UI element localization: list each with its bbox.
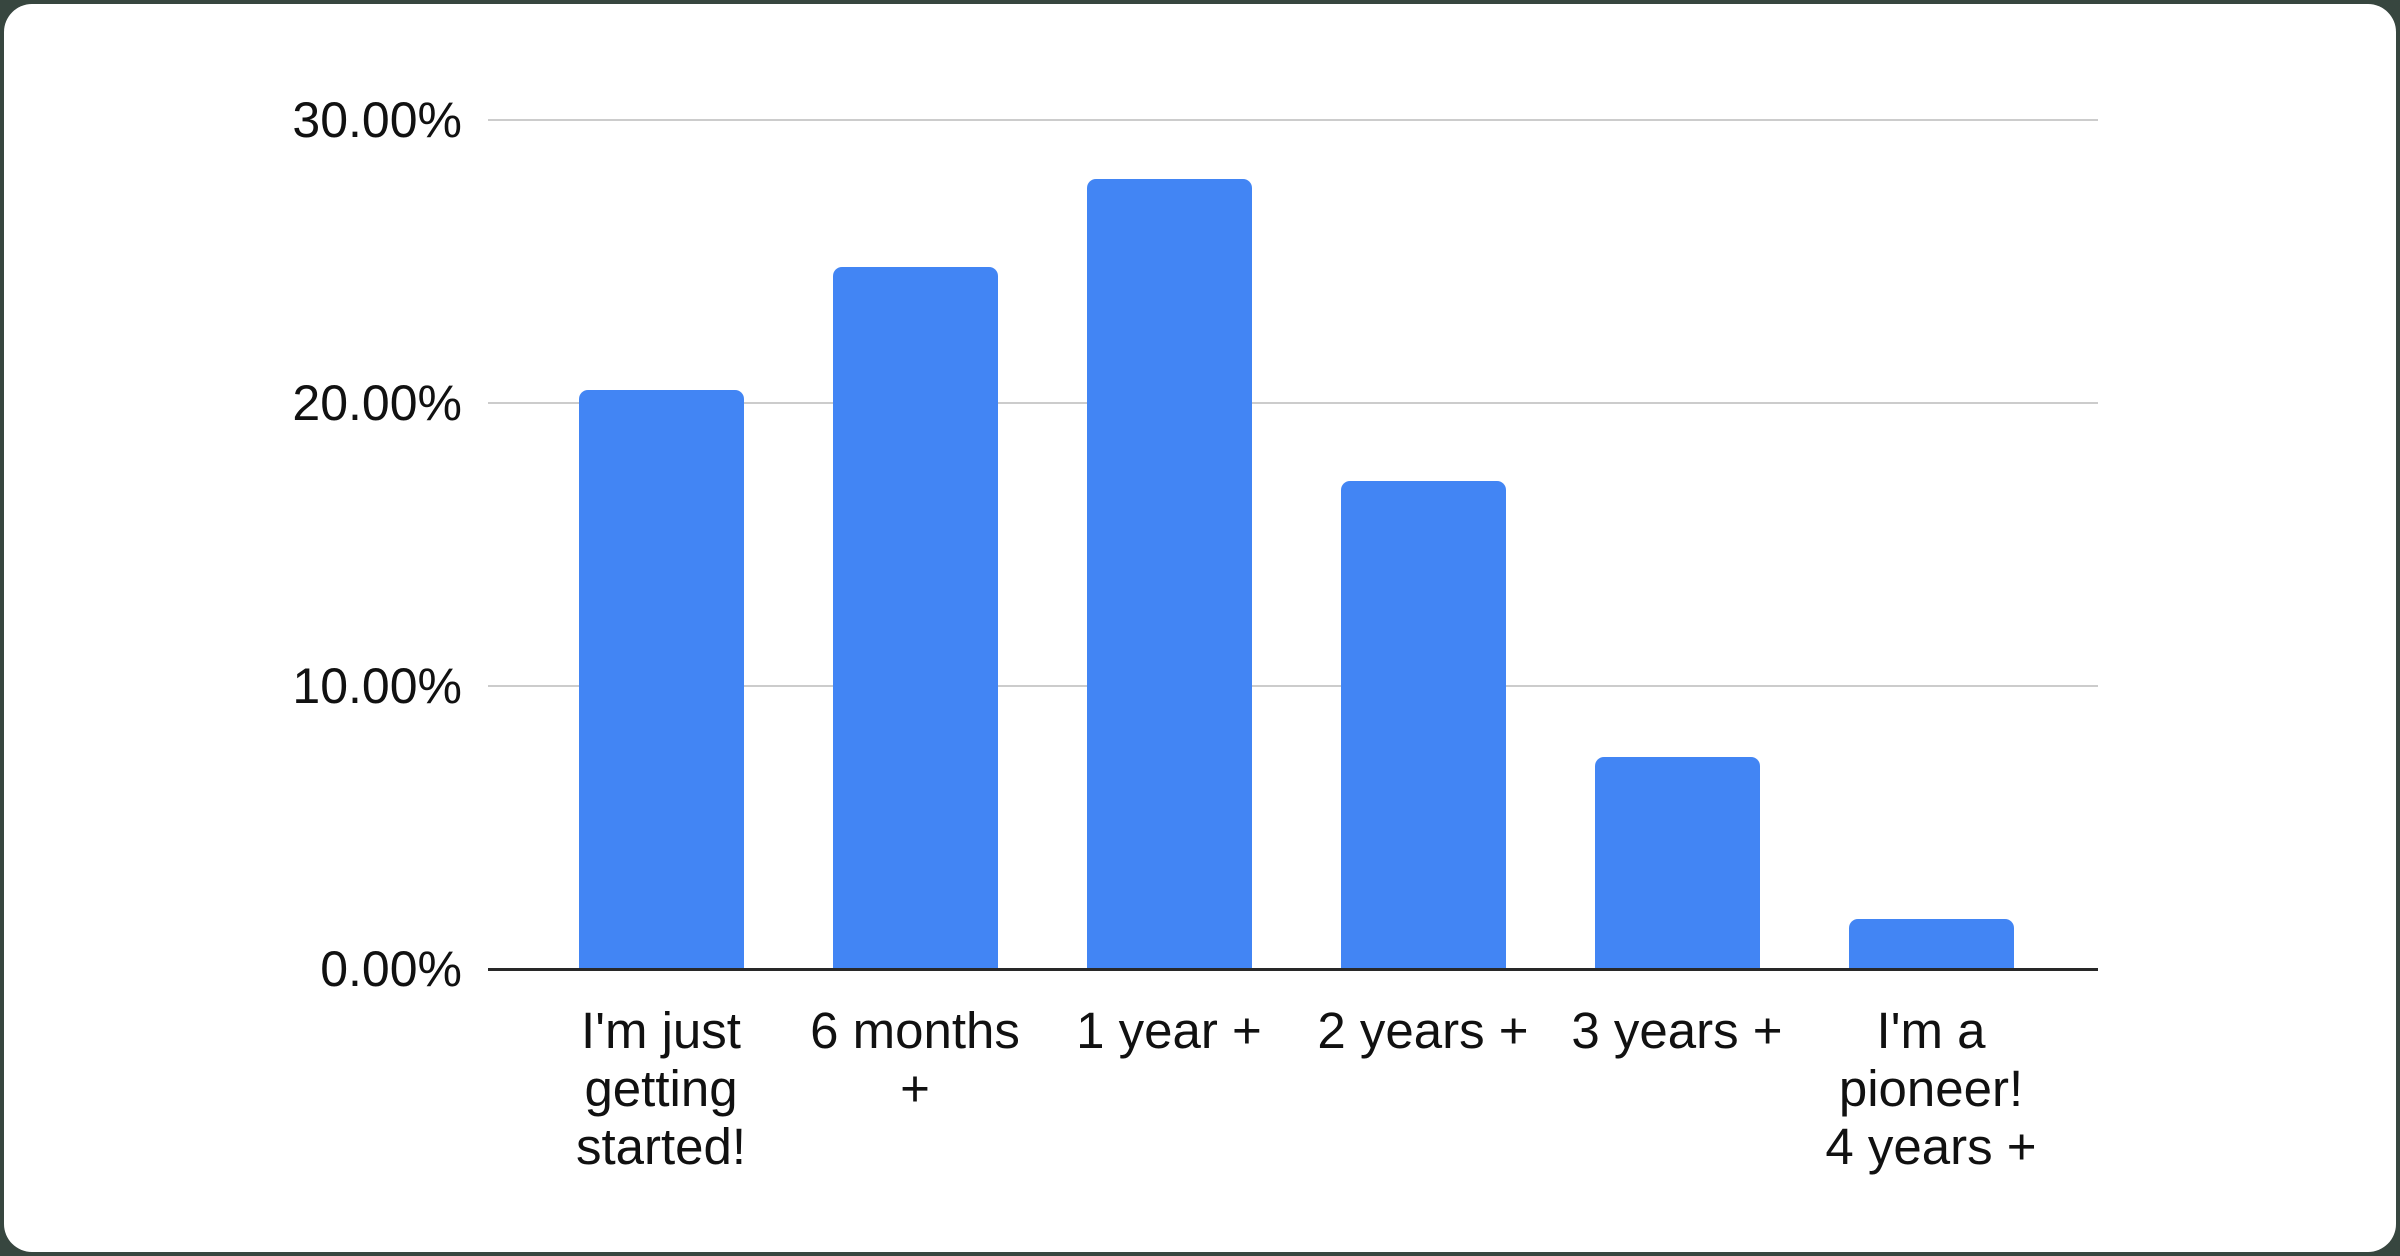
y-axis-tick-label: 0.00%: [320, 941, 462, 997]
gridline: [488, 685, 2098, 687]
chart-card: 0.00% 10.00% 20.00% 30.00% I'm just getting…: [4, 4, 2396, 1252]
x-axis-label: 2 years +: [1317, 1002, 1529, 1059]
gridlines-layer: [4, 4, 2396, 1252]
bars-layer: [4, 4, 2396, 1252]
bar-4[interactable]: [1340, 480, 1506, 969]
gridline: [488, 402, 2098, 404]
y-axis-tick-label: 30.00%: [292, 92, 462, 148]
x-axis-label: 6 months +: [810, 1002, 1020, 1117]
x-axis-label: I'm just getting started!: [575, 1002, 747, 1175]
bar-2[interactable]: [832, 267, 998, 969]
x-axis-line: [488, 968, 2098, 971]
x-axis-label: 3 years +: [1571, 1002, 1783, 1059]
gridline: [488, 119, 2098, 121]
y-axis-tick-label: 10.00%: [292, 658, 462, 714]
x-axis-label: I'm a pioneer! 4 years +: [1825, 1002, 2037, 1175]
y-axis-tick-label: 20.00%: [292, 375, 462, 431]
bar-1[interactable]: [578, 390, 744, 969]
bar-5[interactable]: [1594, 756, 1760, 969]
x-axis-label: 1 year +: [1076, 1002, 1262, 1059]
x-axis-labels: I'm just getting started! 6 months + 1 yea…: [4, 4, 2396, 1252]
bar-3[interactable]: [1086, 179, 1252, 969]
y-axis-labels: 0.00% 10.00% 20.00% 30.00%: [4, 4, 2396, 1252]
bar-6[interactable]: [1848, 919, 2014, 969]
